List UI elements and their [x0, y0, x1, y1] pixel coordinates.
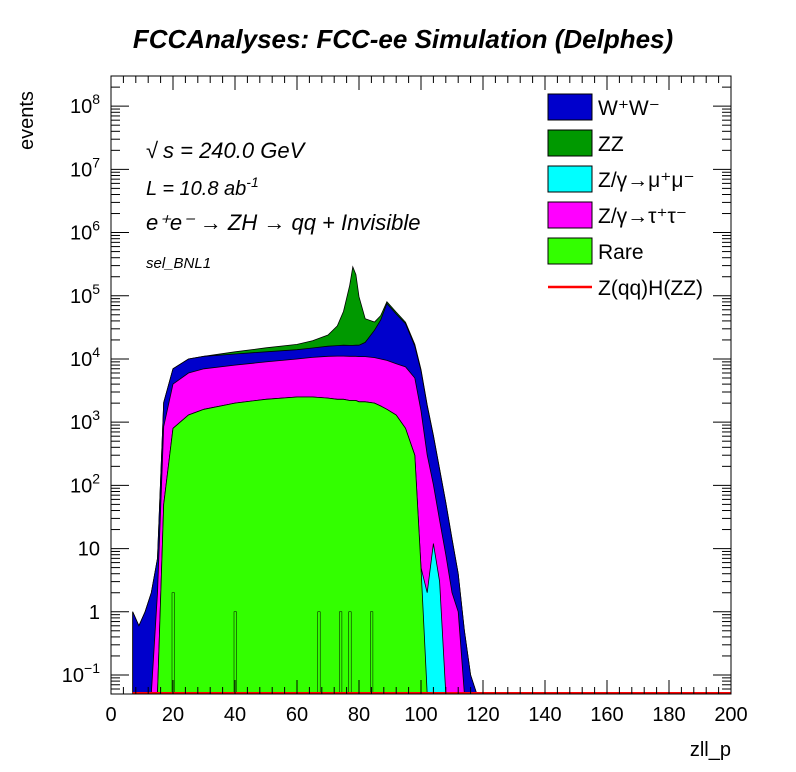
- legend-swatch: [547, 93, 593, 121]
- legend-swatch: [547, 201, 593, 229]
- x-tick-label: 40: [224, 704, 246, 726]
- rare-spike-5: [370, 611, 374, 695]
- legend: W⁺W⁻ ZZ Z/γ→μ⁺μ⁻ Z/γ→τ⁺τ⁻ Rare Z(qq)H(ZZ): [547, 93, 703, 300]
- rare-spike-0: [171, 592, 175, 695]
- rare-spike-4: [348, 611, 352, 695]
- legend-label: W⁺W⁻: [598, 97, 660, 120]
- x-tick-label: 140: [528, 704, 561, 726]
- y-tick-label: 104: [70, 344, 100, 371]
- plot-area: 0 20 40 60 80 100 120 140 160 180 200 10−1 1 10 102 103…: [62, 75, 748, 726]
- y-tick-label: 106: [70, 218, 100, 245]
- luminosity-annotation: L = 10.8 ab-1: [146, 174, 259, 200]
- y-tick-label: 1: [89, 602, 100, 624]
- y-tick-label: 108: [70, 91, 100, 118]
- chart-title: FCCAnalyses: FCC-ee Simulation (Delphes): [133, 24, 673, 54]
- legend-swatch: [547, 129, 593, 157]
- sqrt-s-annotation: s = 240.0 GeV: [163, 138, 307, 163]
- x-tick-label: 0: [105, 704, 116, 726]
- legend-label: Z/γ→τ⁺τ⁻: [598, 205, 687, 228]
- x-tick-label: 180: [652, 704, 685, 726]
- annotations: √ s = 240.0 GeV L = 10.8 ab-1 e⁺e⁻ → ZH …: [146, 138, 421, 272]
- sqrt-s-radical: √: [146, 138, 159, 163]
- y-tick-label: 103: [70, 407, 100, 434]
- x-tick-label: 80: [348, 704, 370, 726]
- y-tick-label: 10−1: [62, 660, 100, 687]
- x-tick-label: 60: [286, 704, 308, 726]
- x-tick-label: 160: [590, 704, 623, 726]
- x-tick-label: 20: [162, 704, 184, 726]
- legend-swatch: [547, 237, 593, 265]
- process-annotation: e⁺e⁻ → ZH → qq + Invisible: [146, 210, 421, 235]
- y-tick-label: 105: [70, 281, 100, 308]
- y-axis-label: events: [16, 91, 38, 150]
- y-tick-label: 107: [70, 154, 100, 181]
- y-tick-label: 10: [78, 539, 100, 561]
- y-tick-label: 102: [70, 470, 100, 497]
- selection-annotation: sel_BNL1: [146, 255, 211, 272]
- legend-label: Z/γ→μ⁺μ⁻: [598, 169, 695, 192]
- x-axis-label: zll_p: [690, 739, 731, 761]
- rare-spike-2: [317, 611, 321, 695]
- x-tick-label: 120: [466, 704, 499, 726]
- legend-swatch: [547, 165, 593, 193]
- x-tick-label: 200: [714, 704, 747, 726]
- legend-label: Rare: [598, 241, 644, 264]
- rare-spike-3: [339, 611, 343, 695]
- x-tick-label: 100: [404, 704, 437, 726]
- legend-label: Z(qq)H(ZZ): [598, 277, 703, 300]
- legend-label: ZZ: [598, 133, 624, 156]
